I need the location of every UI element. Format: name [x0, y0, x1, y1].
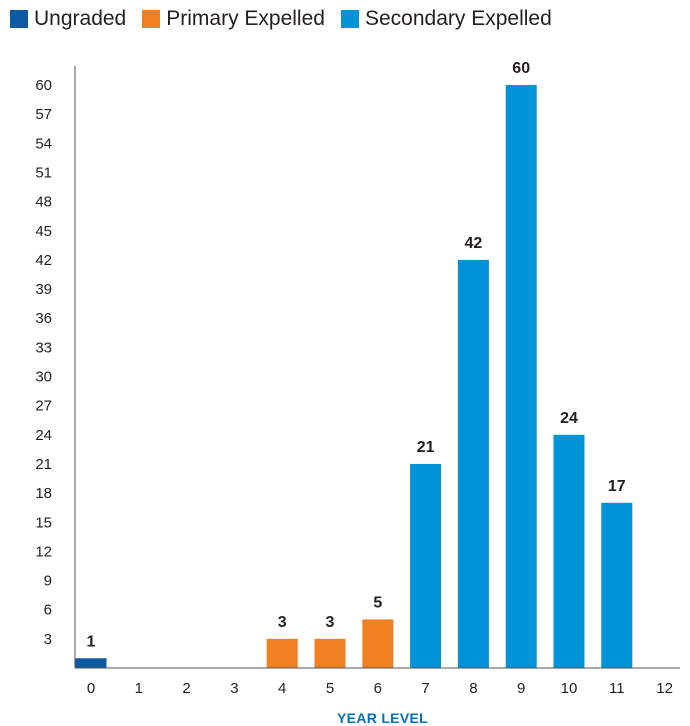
- y-tick-label: 33: [35, 339, 52, 356]
- y-tick-label: 21: [35, 456, 52, 473]
- legend-item-ungraded: Ungraded: [10, 8, 126, 29]
- data-label: 3: [326, 614, 335, 631]
- chart-legend: Ungraded Primary Expelled Secondary Expe…: [10, 8, 552, 29]
- y-tick-label: 27: [35, 398, 52, 415]
- legend-item-secondary-expelled: Secondary Expelled: [340, 7, 552, 30]
- data-label: 60: [512, 60, 530, 77]
- legend-label-secondary-expelled: Secondary Expelled: [364, 7, 552, 30]
- bar-secondary-expelled: [410, 463, 442, 668]
- x-tick-label: 3: [230, 680, 238, 697]
- y-tick-label: 6: [44, 602, 52, 619]
- y-tick-label: 36: [35, 310, 52, 327]
- bar-primary-expelled: [362, 619, 394, 668]
- legend-item-primary-expelled: Primary Expelled: [142, 8, 325, 29]
- x-tick-label: 8: [469, 680, 477, 697]
- y-tick-label: 51: [35, 164, 52, 181]
- x-tick-label: 0: [87, 680, 95, 697]
- x-axis-title: YEAR LEVEL: [337, 710, 428, 726]
- x-tick-label: 1: [135, 680, 143, 697]
- x-tick-label: 12: [656, 680, 673, 697]
- x-tick-label: 2: [182, 680, 190, 697]
- x-tick-label: 10: [561, 680, 578, 697]
- x-axis-ticks: 0 1 2 3 4 5 6 7 8 9 10 11 12: [87, 680, 673, 697]
- y-tick-label: 54: [35, 135, 52, 152]
- data-label: 21: [417, 439, 435, 456]
- x-tick-label: 6: [374, 680, 382, 697]
- y-tick-label: 24: [35, 427, 52, 444]
- data-labels: 1 3 3 5 21 42 60 24 17: [87, 60, 626, 650]
- x-tick-label: 11: [609, 680, 625, 697]
- bar-ungraded: [75, 658, 107, 668]
- bar-secondary-expelled: [457, 259, 489, 668]
- x-tick-label: 5: [326, 680, 334, 697]
- y-tick-label: 12: [35, 543, 52, 560]
- data-label: 5: [373, 594, 382, 611]
- bar-secondary-expelled: [553, 434, 585, 668]
- y-tick-label: 3: [44, 631, 52, 648]
- bar-series: [75, 85, 633, 668]
- legend-swatch-primary-expelled: [142, 9, 161, 28]
- legend-swatch-secondary-expelled: [340, 9, 359, 28]
- x-tick-label: 7: [421, 680, 429, 697]
- legend-label-ungraded: Ungraded: [34, 7, 127, 30]
- data-label: 17: [608, 478, 626, 495]
- y-tick-label: 45: [35, 223, 52, 240]
- y-tick-label: 42: [35, 252, 52, 269]
- y-tick-label: 39: [35, 281, 52, 298]
- x-tick-label: 4: [278, 680, 286, 697]
- bar-secondary-expelled: [505, 85, 537, 668]
- bar-primary-expelled: [314, 638, 346, 668]
- y-tick-label: 9: [44, 573, 52, 590]
- y-tick-label: 15: [35, 514, 52, 531]
- y-tick-label: 30: [35, 369, 52, 386]
- bar-secondary-expelled: [601, 502, 633, 668]
- data-label: 42: [465, 235, 483, 252]
- data-label: 3: [278, 614, 287, 631]
- x-tick-label: 9: [517, 680, 525, 697]
- bar-primary-expelled: [266, 638, 298, 668]
- data-label: 1: [87, 633, 96, 650]
- legend-label-primary-expelled: Primary Expelled: [166, 7, 325, 30]
- y-tick-label: 48: [35, 194, 52, 211]
- legend-swatch-ungraded: [10, 9, 28, 28]
- y-tick-label: 18: [35, 485, 52, 502]
- y-tick-label: 60: [35, 77, 52, 94]
- y-tick-label: 57: [35, 106, 52, 123]
- data-label: 24: [560, 410, 578, 427]
